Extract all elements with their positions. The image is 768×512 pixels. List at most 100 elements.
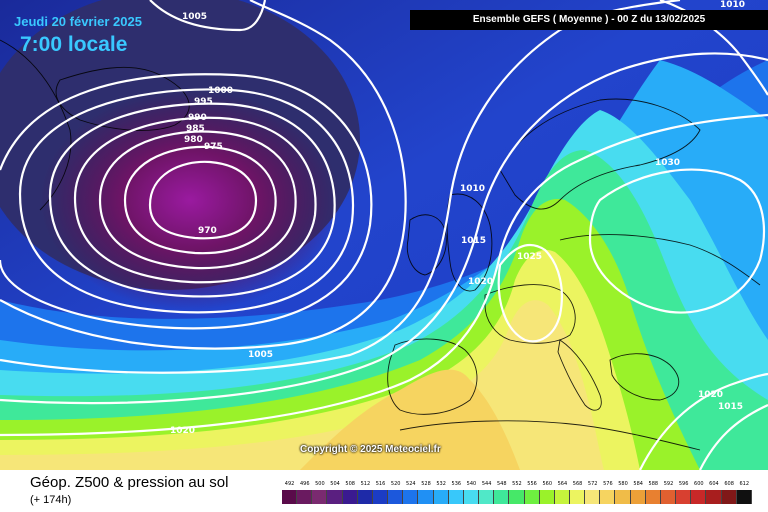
legend-swatch [282, 490, 298, 504]
legend-label: 572 [587, 481, 598, 487]
map-footer: Géop. Z500 & pression au sol (+ 174h) 49… [0, 470, 768, 512]
field-orange-yellow [300, 369, 520, 470]
isobar-label-1000: 1000 [208, 86, 234, 96]
isobar-975 [123, 145, 277, 255]
legend-swatch [297, 490, 313, 504]
model-run-info: Ensemble GEFS ( Moyenne ) - 00 Z du 13/0… [410, 10, 768, 30]
isobar-1025 [497, 243, 563, 343]
isobar-1015-southeast [699, 403, 768, 470]
isobar-label-1005-south: 1005 [248, 350, 274, 360]
legend-label: 524 [406, 481, 416, 487]
legend-swatch [691, 490, 707, 504]
legend-label: 504 [330, 481, 340, 487]
legend-swatch [463, 490, 480, 504]
legend-swatch [600, 490, 616, 504]
legend-label: 508 [345, 481, 355, 487]
coast-ireland [406, 214, 447, 276]
coast-britain [446, 193, 493, 292]
legend-swatch [539, 490, 555, 504]
legend-swatch [448, 490, 464, 504]
isobar-label-980: 980 [184, 135, 203, 145]
isobar-label-1020-southwest: 1020 [170, 426, 196, 436]
legend-swatch [585, 490, 601, 504]
legend-label: 604 [709, 481, 719, 487]
legend-swatch [509, 490, 525, 504]
isobar-label-990: 990 [188, 113, 207, 123]
legend-swatch [342, 490, 358, 504]
legend-labels: 492 496 500 504 508 512 516 520 524 528 532 536 540 5… [282, 479, 752, 490]
coast-italy [557, 339, 602, 411]
coast-scandinavia [499, 98, 701, 210]
isobar-label-995: 995 [194, 97, 213, 107]
isobar-1020-southeast [639, 372, 768, 470]
legend-swatch [630, 490, 646, 504]
legend-label: 520 [390, 481, 401, 487]
isobar-label-975: 975 [204, 142, 223, 152]
color-legend: 492 496 500 504 508 512 516 520 524 528 532 536 540 5… [282, 479, 752, 507]
isobar-label-1015-southeast: 1015 [718, 402, 744, 412]
isobar-995 [18, 88, 355, 314]
legend-label: 584 [633, 481, 643, 487]
isobar-1005-main [0, 0, 407, 350]
isobar-1015 [0, 52, 768, 405]
coast-france [484, 284, 576, 344]
legend-label: 516 [375, 481, 386, 487]
legend-swatch [660, 490, 677, 504]
legend-swatch [615, 490, 631, 504]
isobar-label-1020-southeast: 1020 [698, 390, 724, 400]
coast-iceland [55, 66, 190, 131]
coastlines [0, 39, 761, 451]
forecast-date: Jeudi 20 février 2025 [14, 14, 142, 29]
legend-label: 544 [481, 481, 492, 487]
legend-label: 548 [496, 481, 507, 487]
legend-swatch [736, 490, 752, 504]
legend-label: 600 [694, 481, 704, 487]
legend-label: 532 [436, 481, 446, 487]
isobar-1020 [0, 113, 768, 437]
legend-label: 536 [451, 481, 462, 487]
legend-label: 612 [739, 481, 750, 487]
isobar-label-985: 985 [186, 124, 205, 134]
isobar-1000 [0, 73, 373, 330]
coast-north-africa [399, 420, 701, 451]
legend-label: 552 [512, 481, 522, 487]
isobar-label-1010-northeast: 1010 [720, 0, 746, 10]
isobar-1005-north [149, 0, 267, 32]
legend-swatch [645, 490, 661, 504]
isobar-985 [73, 116, 317, 284]
legend-label: 512 [360, 481, 371, 487]
legend-label: 592 [663, 481, 674, 487]
legend-label: 608 [724, 481, 734, 487]
legend-swatch [403, 490, 419, 504]
legend-label: 564 [557, 481, 568, 487]
isobar-970 [148, 160, 257, 240]
legend-label: 560 [542, 481, 552, 487]
isobar-label-970: 970 [198, 226, 217, 236]
legend-swatch [706, 490, 722, 504]
forecast-lead-time: (+ 174h) [30, 494, 72, 506]
isobar-label-1020-center: 1020 [468, 277, 494, 287]
coast-greenland [0, 39, 72, 211]
copyright-notice: Copyright © 2025 Meteociel.fr [300, 444, 441, 455]
isobar-label-1025: 1025 [517, 252, 543, 262]
isobar-label-1010-center: 1010 [460, 184, 486, 194]
map-canvas [0, 0, 768, 470]
legend-swatch [357, 490, 373, 504]
legend-swatch [479, 490, 495, 504]
legend-label: 556 [527, 481, 537, 487]
legend-label: 528 [421, 481, 431, 487]
legend-label: 576 [603, 481, 613, 487]
legend-swatch [433, 490, 449, 504]
legend-swatch [312, 490, 328, 504]
legend-label: 540 [466, 481, 477, 487]
legend-swatch [524, 490, 540, 504]
legend-swatch [676, 490, 692, 504]
isobar-1030 [588, 168, 766, 314]
legend-swatch [554, 490, 570, 504]
legend-label: 492 [284, 481, 295, 487]
coast-iberia [387, 338, 478, 415]
legend-swatch [372, 490, 389, 504]
isobar-label-1015-center: 1015 [461, 236, 487, 246]
legend-swatch [494, 490, 510, 504]
legend-swatch [569, 490, 586, 504]
